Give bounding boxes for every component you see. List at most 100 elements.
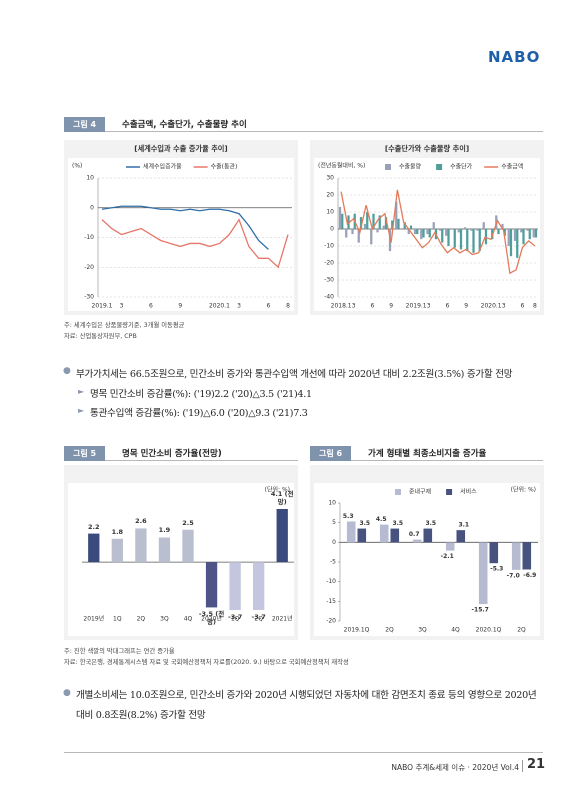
bar [422, 229, 425, 238]
x-tick-label: 3Q [418, 627, 427, 634]
x-tick-label: 1Q [113, 616, 122, 623]
y-tick-label: 0 [90, 204, 94, 211]
y-tick-label: 10 [86, 175, 94, 182]
figure-label: 그림 5 [64, 446, 106, 461]
x-tick-label: 3 [120, 303, 124, 310]
x-tick-label: 2020.1 [209, 303, 230, 310]
bar [158, 537, 171, 563]
bar [534, 229, 538, 238]
bar [135, 528, 147, 563]
y-tick-label: 0 [330, 226, 334, 233]
figure-title: 수출금액, 수출단가, 수출물량 추이 [122, 120, 247, 130]
legend-swatch [395, 489, 401, 495]
bar [526, 229, 529, 231]
x-tick-label: 8 [533, 303, 537, 310]
value-label: 1.8 [111, 527, 124, 536]
y-tick-label: -20 [324, 260, 334, 267]
bar [378, 215, 381, 229]
y-tick-label: 30 [326, 175, 334, 182]
value-label: 4.1 (전망) [270, 490, 294, 506]
y-tick-label: -30 [84, 294, 94, 301]
value-label: -5.3 [490, 566, 503, 573]
plot-background [68, 158, 294, 311]
bar [409, 225, 413, 229]
rule [64, 460, 298, 461]
bar [88, 533, 100, 563]
bar [412, 539, 422, 543]
value-label: -2.1 [441, 553, 454, 560]
note: 자료: 한국은행, 경제통계시스템 자료 및 국회예산정책처 자료를(2020.… [64, 659, 349, 666]
x-tick-label: 2Q [254, 616, 263, 623]
bar [497, 229, 500, 235]
x-tick-label: 2021년 [272, 615, 293, 623]
plot-background [68, 483, 294, 636]
y-tick-label: 10 [328, 500, 336, 507]
y-unit: (단위: %) [265, 486, 290, 494]
bar [457, 229, 460, 233]
value-label: 3.5 [425, 520, 436, 527]
x-tick-label: 2019.1 [406, 303, 427, 310]
bar [472, 229, 475, 253]
x-tick-label: 2Q [517, 627, 526, 634]
value-label: -3.7 [228, 613, 243, 621]
sub-item: 명목 민간소비 증감률(%): ('19)2.2 ('20)△3.5 ('21)… [90, 389, 312, 400]
x-tick-label: 3 [427, 303, 431, 310]
value-label: 3.5 [392, 520, 403, 527]
bar [357, 528, 367, 543]
bar [357, 229, 360, 243]
y-tick-label: -30 [324, 277, 334, 284]
bar [390, 528, 400, 543]
x-tick-label: 2019.1 [92, 303, 113, 310]
arrow: ► [78, 406, 85, 415]
bar [516, 229, 519, 258]
x-tick-label: 6 [370, 303, 374, 310]
x-tick-label: 9 [178, 303, 182, 310]
arrow: ► [78, 387, 85, 396]
bar [476, 229, 479, 231]
y-unit: (단위: %) [511, 486, 536, 494]
bar [447, 229, 450, 246]
bar [376, 229, 379, 233]
x-tick-label: 2019년 [83, 615, 104, 623]
bar [370, 229, 373, 245]
note: 자료: 산업통상자원부, CPB [64, 333, 137, 340]
bar [466, 229, 469, 252]
bar [501, 223, 504, 229]
x-tick-label: 2018.1 [331, 303, 352, 310]
value-label: -15.7 [472, 607, 489, 614]
x-tick-label: 4Q [451, 627, 460, 634]
x-tick-label: 6 [520, 303, 524, 310]
y-tick-label: 20 [326, 192, 334, 199]
legend-label: 수출금액 [501, 163, 523, 171]
legend-label: 준내구재 [409, 488, 431, 496]
bar [426, 229, 429, 235]
figure-label: 그림 4 [64, 117, 106, 132]
x-tick-label: 3 [352, 303, 356, 310]
bar [507, 229, 510, 246]
y-tick-label: -20 [84, 264, 94, 271]
y-tick-label: 10 [326, 209, 334, 216]
bar [111, 538, 123, 563]
legend-swatch [436, 164, 443, 170]
x-tick-label: 2019.1Q [344, 627, 370, 634]
y-unit: (전년동월대비, %) [318, 162, 365, 170]
separator [522, 760, 523, 772]
bar [420, 229, 423, 240]
x-tick-label: 3 [502, 303, 506, 310]
value-label: 3.5 [359, 520, 370, 527]
paragraph: 부가가치세는 66.5조원으로, 민간소비 증가와 통관수입액 개선에 따라 2… [76, 369, 513, 380]
bullet: ● [63, 366, 71, 376]
bar [338, 206, 342, 229]
x-tick-label: 3 [237, 303, 241, 310]
bar [489, 542, 499, 564]
y-tick-label: -15 [326, 598, 336, 605]
legend-label: 서비스 [460, 488, 477, 496]
x-tick-label: 2Q [385, 627, 394, 634]
bar [395, 201, 398, 229]
bar [482, 222, 485, 229]
note: 주: 진한 색깔의 막대그래프는 연간 증가율 [64, 648, 175, 655]
y-tick-label: -5 [330, 559, 336, 566]
value-label: 2.2 [88, 522, 100, 531]
bar [407, 229, 410, 235]
